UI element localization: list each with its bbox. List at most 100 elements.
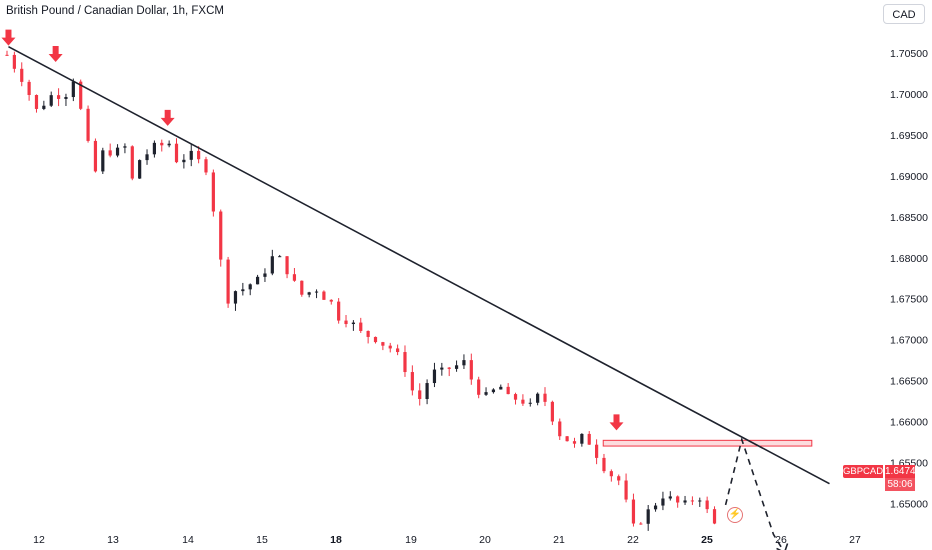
candle-body [602, 457, 606, 472]
time-tick-label: 19 [405, 534, 417, 546]
price-axis: 1.70500 1.70000 1.69500 1.69000 1.68500 1.680… [890, 48, 928, 510]
price-tick-label: 1.65000 [890, 498, 928, 510]
candle-body [138, 160, 142, 179]
candle-body [432, 369, 437, 384]
candle-body [233, 291, 238, 304]
candle-body [322, 291, 326, 300]
candle-body [366, 330, 370, 337]
candle-body [550, 401, 554, 422]
candle-body [396, 348, 400, 353]
down-arrow-marker [160, 109, 175, 126]
down-arrow-marker [1, 29, 16, 46]
candle-body [56, 95, 61, 99]
candle-body [300, 280, 304, 295]
price-tick-label: 1.67000 [890, 335, 928, 347]
candle-body [145, 154, 149, 161]
candle-body [174, 143, 179, 163]
candles-layer [5, 50, 717, 531]
candle-body [639, 523, 643, 525]
candle-body [27, 81, 31, 95]
candle-body [71, 81, 75, 98]
candle-body [499, 386, 503, 390]
candle-body [469, 360, 473, 380]
time-tick-label: 27 [849, 534, 861, 546]
price-tick-label: 1.66500 [890, 376, 928, 388]
candle-body [344, 320, 348, 325]
candle-body [536, 393, 540, 403]
candle-body [506, 386, 510, 395]
candle-body [609, 471, 613, 477]
projection-path [724, 436, 784, 550]
price-tick-label: 1.70500 [890, 48, 928, 60]
candle-body [381, 342, 385, 346]
candle-body [359, 322, 363, 331]
candle-body [668, 496, 672, 499]
chart-title: British Pound / Canadian Dollar, 1h, FXC… [6, 5, 224, 17]
candle-body [337, 301, 341, 321]
candle-body [278, 256, 282, 258]
candle-body [477, 379, 481, 395]
candle-body [42, 105, 46, 109]
candle-body [440, 367, 444, 370]
candle-body [528, 402, 532, 404]
candle-body [580, 433, 584, 444]
candle-body [108, 150, 112, 156]
flash-icon[interactable]: ⚡ [727, 507, 743, 523]
down-arrow-marker [609, 414, 624, 431]
candle-body [263, 273, 267, 277]
candle-body [624, 480, 628, 500]
time-tick-label: 25 [701, 534, 713, 546]
candle-body [270, 256, 274, 274]
price-tick-label: 1.68000 [890, 253, 928, 265]
candle-body [484, 392, 488, 395]
candle-body [204, 159, 208, 173]
candle-body [130, 146, 134, 179]
price-tick-label: 1.66000 [890, 417, 928, 429]
candle-body [373, 336, 378, 343]
candle-body [676, 496, 680, 503]
currency-button[interactable]: CAD [883, 4, 925, 24]
candle-body [255, 276, 260, 285]
price-tick-label: 1.67500 [890, 294, 928, 306]
candle-body [79, 81, 83, 109]
candle-body [617, 476, 621, 481]
time-tick-label: 22 [627, 534, 639, 546]
candle-body [314, 291, 319, 293]
candle-body [189, 150, 193, 160]
candle-body [587, 433, 591, 445]
candle-body [712, 509, 717, 524]
candle-body [182, 159, 186, 163]
time-tick-label: 21 [553, 534, 565, 546]
candle-body [285, 256, 289, 275]
candle-body [167, 143, 171, 146]
candle-body [329, 299, 333, 302]
candle-body [64, 97, 68, 99]
candle-body [631, 499, 636, 524]
time-tick-label: 13 [107, 534, 119, 546]
symbol-label: GBPCAD [843, 465, 884, 478]
candle-body [160, 142, 164, 146]
candle-body [418, 390, 422, 399]
drawings-layer [1, 29, 830, 550]
candle-body [690, 500, 695, 502]
candle-body [683, 500, 687, 503]
candle-body [5, 54, 9, 56]
time-tick-label: 14 [182, 534, 194, 546]
candle-body [513, 394, 518, 400]
candle-body [454, 365, 459, 369]
candle-body [123, 146, 127, 148]
time-tick-label: 12 [33, 534, 45, 546]
resistance-zone [602, 439, 813, 447]
candle-body [226, 259, 230, 304]
candle-body [462, 360, 466, 366]
candle-body [93, 140, 98, 172]
price-tick-label: 1.69500 [890, 130, 928, 142]
candle-body [152, 142, 156, 155]
candle-body [292, 274, 297, 281]
candle-body [705, 500, 709, 510]
candle-body [425, 383, 429, 399]
candle-body [410, 372, 414, 391]
bar-countdown: 58:06 [885, 478, 915, 491]
candle-body [388, 345, 392, 349]
